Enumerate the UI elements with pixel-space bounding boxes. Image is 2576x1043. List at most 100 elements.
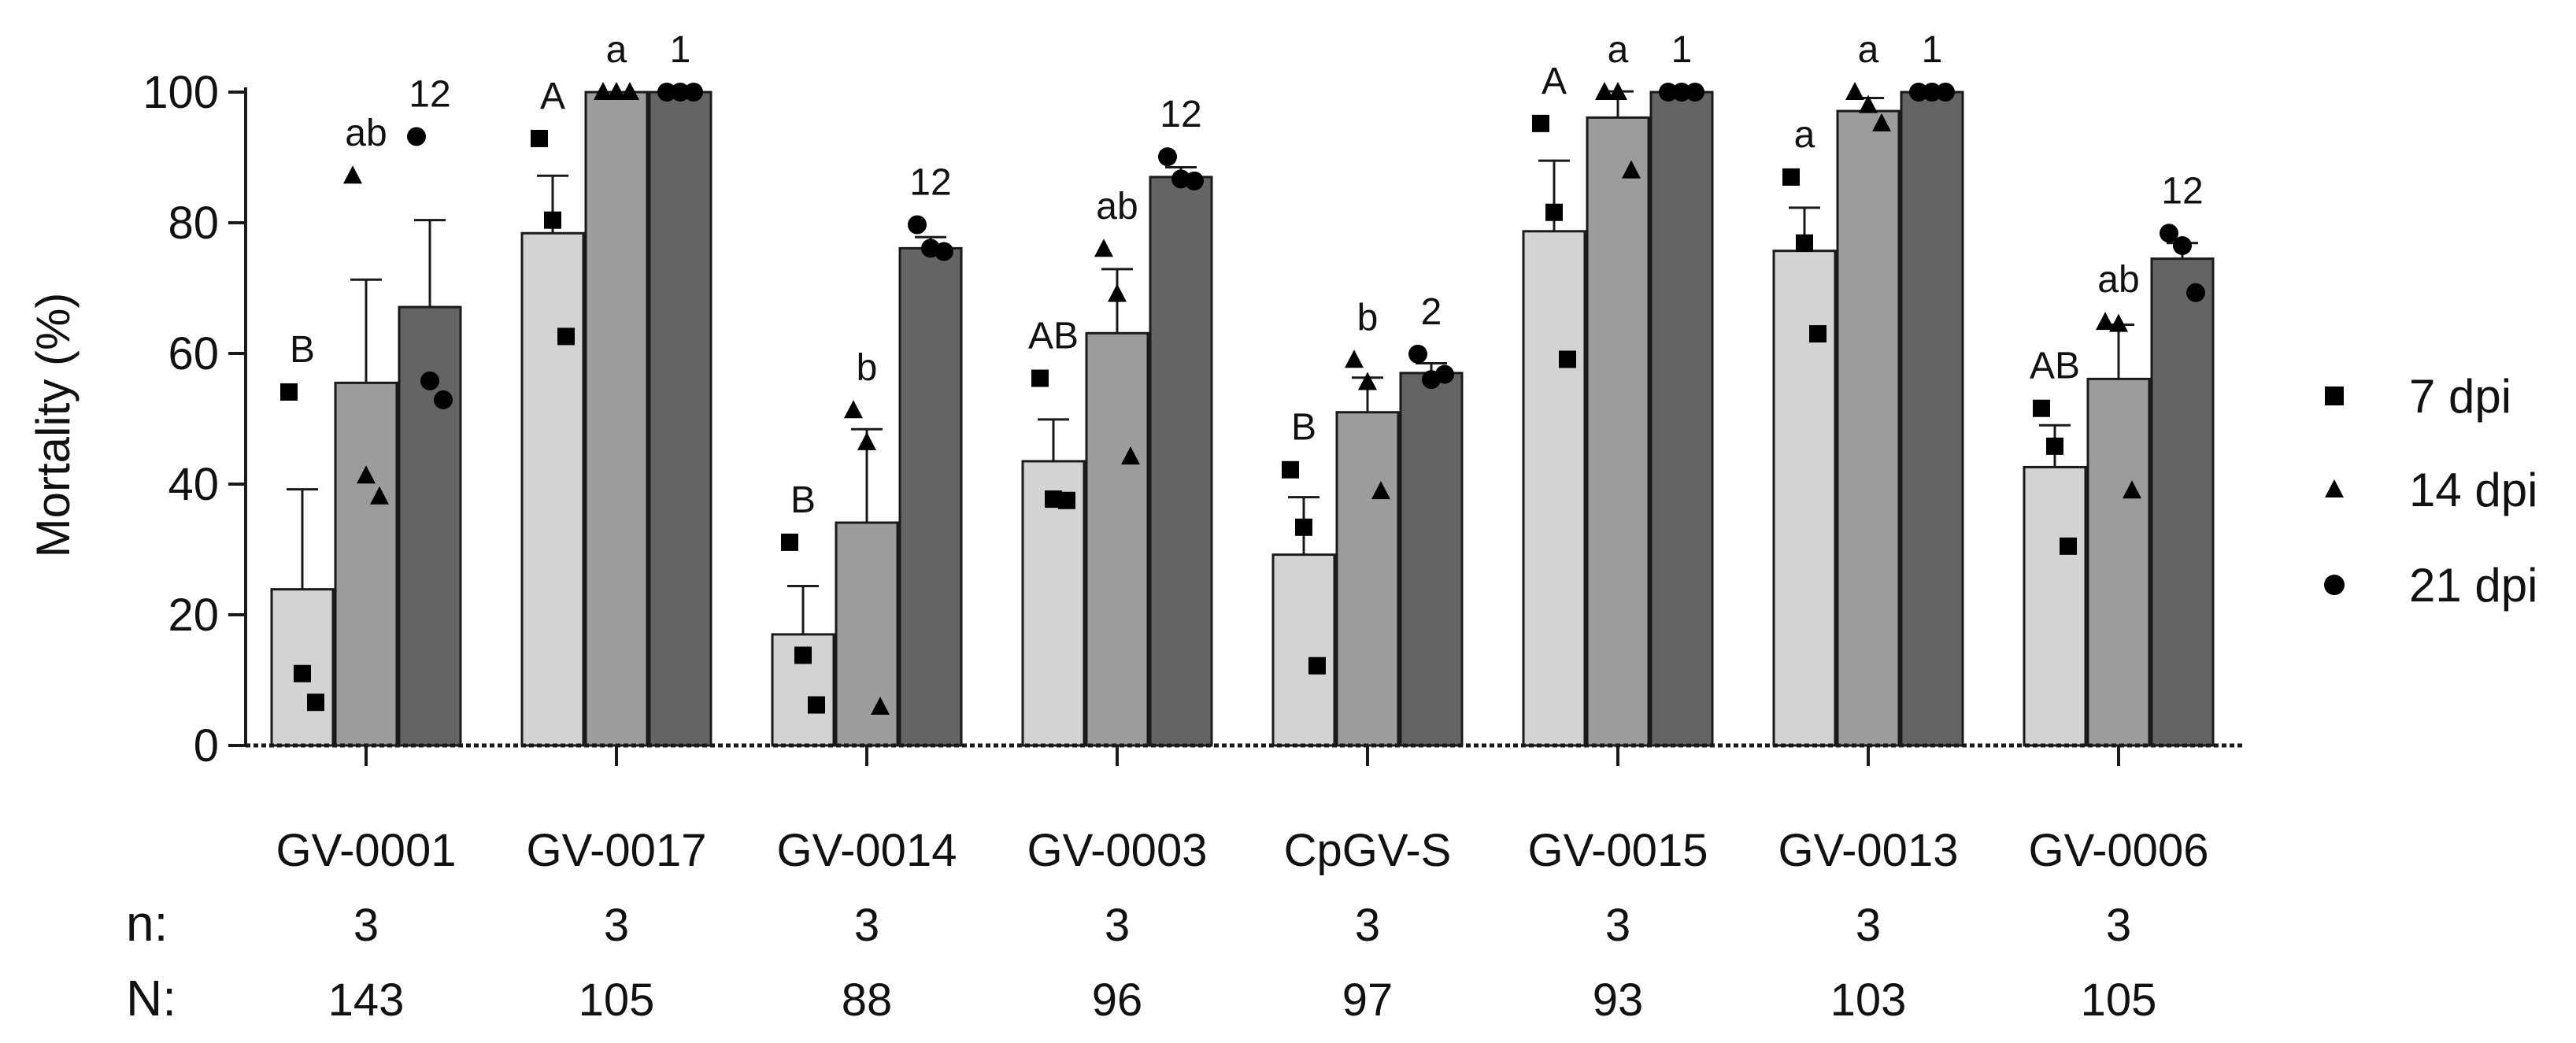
data-point-square [294,664,311,682]
data-point-square [1058,491,1075,509]
data-point-circle [908,215,927,235]
data-point-circle [434,390,453,409]
significance-letter: ab [345,113,387,154]
data-point-triangle [1608,82,1627,100]
bar-21dpi-GV-0003 [1149,176,1213,747]
data-point-square [280,383,298,401]
significance-letter: ab [1096,186,1138,227]
data-point-square [1809,325,1827,343]
data-point-triangle [620,82,639,100]
data-point-triangle [2123,480,2141,499]
n-row-label: n: [126,895,168,952]
significance-letter: B [290,329,315,371]
data-point-triangle [2109,313,2128,332]
data-point-square [2033,399,2050,417]
data-point-circle [420,371,439,390]
significance-letter: b [1357,297,1379,338]
significance-letter: AB [1028,316,1079,357]
data-point-square [1031,369,1049,387]
data-point-triangle [1872,113,1891,131]
bar-14dpi-GV-0001 [334,381,398,747]
bar-7dpi-CpGV-S [1271,553,1336,747]
data-point-circle [1435,364,1454,384]
n-value: 3 [1105,900,1130,951]
category-label: GV-0014 [777,825,957,876]
x-labels-layer: GV-0001 3 143 GV-0017 3 105 GV-0014 3 88 GV-0003 3… [276,825,2209,1026]
significance-letter: 2 [1421,291,1442,333]
big-n-value: 143 [328,975,405,1026]
category-label: GV-0001 [276,825,457,876]
significance-letter: a [1608,29,1629,71]
data-point-triangle [1859,94,1878,113]
data-point-triangle [357,465,376,484]
significance-letter: 1 [1671,29,1693,71]
bar-21dpi-CpGV-S [1399,372,1464,747]
significance-letter: 1 [1922,29,1943,71]
data-point-circle [2173,236,2192,256]
data-point-square [1545,203,1563,221]
big-n-value: 105 [2081,975,2157,1026]
data-point-circle [657,83,676,102]
bars-layer [270,90,2215,747]
category-label: GV-0013 [1778,825,1959,876]
data-point-triangle [844,400,863,419]
data-point-circle [684,83,703,102]
bar-7dpi-GV-0013 [1772,250,1837,747]
n-value: 3 [2106,900,2131,951]
bar-14dpi-GV-0013 [1836,109,1901,747]
n-value: 3 [604,900,629,951]
data-point-triangle [1121,446,1140,465]
data-point-circle [1672,83,1691,102]
bar-7dpi-GV-0015 [1522,230,1586,747]
significance-letter: 12 [409,73,450,115]
bar-14dpi-GV-0003 [1085,331,1149,747]
data-point-circle [2160,224,2178,243]
data-point-square [1782,168,1800,186]
data-point-triangle [1094,239,1113,257]
data-point-circle [935,242,953,261]
big-n-value: 105 [579,975,655,1026]
significance-letter: b [857,347,878,389]
big-n-value: 103 [1830,975,1907,1026]
y-tick-label: 20 [168,590,219,641]
points-layer [280,82,2205,716]
data-point-square [307,693,324,712]
big-n-value: 93 [1593,975,1644,1026]
legend-marker-circle [2324,575,2345,595]
data-point-triangle [2096,312,2115,331]
bar-21dpi-GV-0015 [1649,91,1714,747]
legend-label: 21 dpi [2409,559,2537,612]
data-point-triangle [1622,160,1641,179]
significance-letter: A [540,76,565,117]
significance-letter: a [1794,114,1815,156]
y-axis-label: Mortality (%) [27,293,80,558]
bar-21dpi-GV-0017 [648,91,712,747]
significance-letter: 1 [670,29,691,71]
data-point-square [808,696,825,714]
legend-label: 7 dpi [2409,370,2511,423]
data-point-square [1796,234,1813,252]
n-value: 3 [1605,900,1630,951]
data-point-circle [1185,171,1204,190]
big-n-value: 88 [842,975,893,1026]
y-tick-label: 100 [142,67,219,118]
category-label: GV-0003 [1027,825,1208,876]
data-point-triangle [343,165,362,184]
data-point-triangle [1345,350,1364,368]
data-point-square [2046,437,2063,455]
data-point-square [1308,656,1326,675]
big-n-value: 97 [1342,975,1393,1026]
data-point-triangle [1371,481,1390,500]
significance-letter: B [1291,407,1316,449]
data-point-square [557,327,575,346]
significance-letter: ab [2097,259,2139,301]
data-point-square [1559,350,1576,368]
data-point-square [1295,518,1312,536]
bar-21dpi-GV-0013 [1900,91,1964,747]
big-n-value: 96 [1092,975,1143,1026]
data-point-square [794,646,812,664]
legend: 7 dpi 14 dpi 21 dpi [2324,370,2537,612]
bar-14dpi-GV-0017 [584,91,649,747]
